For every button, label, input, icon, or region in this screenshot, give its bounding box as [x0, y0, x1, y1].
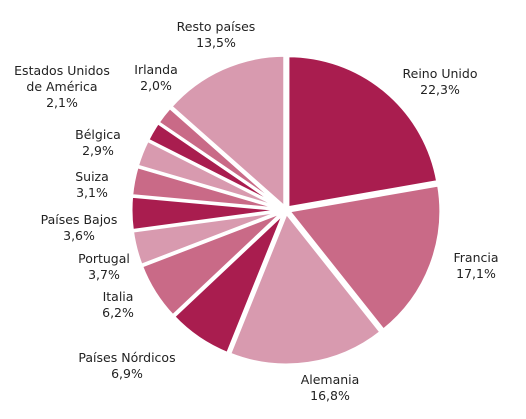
slice-label: Estados Unidos de América 2,1%	[7, 63, 117, 111]
slice-label: Francia 17,1%	[453, 250, 498, 282]
value-label: 6,9%	[111, 366, 143, 381]
category-label: Suiza	[75, 169, 109, 184]
slice-label: Reino Unido 22,3%	[403, 66, 478, 98]
category-label: Países Nórdicos	[78, 350, 176, 365]
value-label: 13,5%	[196, 35, 236, 50]
value-label: 17,1%	[456, 266, 496, 281]
value-label: 2,9%	[82, 143, 114, 158]
value-label: 2,0%	[140, 78, 172, 93]
category-label: Países Bajos	[40, 212, 118, 227]
value-label: 6,2%	[102, 305, 134, 320]
category-label: Francia	[453, 250, 499, 265]
pie-slice	[168, 53, 287, 211]
pie-slice	[286, 183, 443, 333]
category-label: Estados Unidos de América	[14, 63, 110, 94]
slice-label: Países Nórdicos 6,9%	[78, 350, 175, 382]
pie-slice	[286, 54, 440, 210]
slice-label: Bélgica 2,9%	[75, 127, 121, 159]
category-label: Italia	[102, 289, 134, 304]
pie-slice	[227, 210, 384, 367]
value-label: 3,7%	[88, 267, 120, 282]
category-label: Reino Unido	[402, 66, 478, 81]
slice-label: Italia 6,2%	[102, 289, 134, 321]
category-label: Portugal	[78, 251, 130, 266]
slice-label: Resto países 13,5%	[177, 19, 256, 51]
slice-label: Portugal 3,7%	[78, 251, 130, 283]
value-label: 3,6%	[63, 228, 95, 243]
slice-label: Alemania 16,8%	[301, 372, 360, 404]
slice-label: Irlanda 2,0%	[134, 62, 177, 94]
category-label: Irlanda	[134, 62, 178, 77]
value-label: 16,8%	[310, 388, 350, 403]
slice-label: Países Bajos 3,6%	[41, 212, 118, 244]
category-label: Bélgica	[75, 127, 121, 142]
value-label: 22,3%	[420, 82, 460, 97]
value-label: 2,1%	[46, 95, 78, 110]
value-label: 3,1%	[76, 185, 108, 200]
category-label: Alemania	[300, 372, 360, 387]
slice-label: Suiza 3,1%	[75, 169, 109, 201]
category-label: Resto países	[176, 19, 256, 34]
